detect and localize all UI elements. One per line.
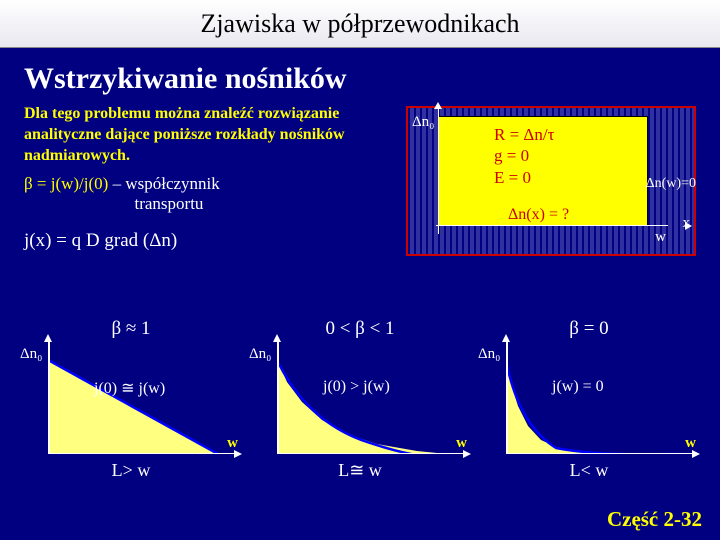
chart-1-arrow-up-icon [44,334,52,342]
chart-2-svg [277,344,467,454]
chart-3-axis-y [506,338,508,454]
paragraph: Dla tego problemu można znaleźć rozwiąza… [24,104,354,166]
chart-3-dn0: Δn₀ [478,346,500,363]
box-dnq: Δn(x) = ? [508,206,569,224]
box-w: w [655,229,666,246]
box-axis-y [438,106,439,234]
chart-3-header: β = 0 [482,318,696,342]
chart-3-w: w [685,435,696,452]
chart-1-svg [48,344,238,454]
chart-3-jtext: j(w) = 0 [552,378,604,396]
chart-1-caption: L> w [24,460,238,481]
conditions-box: Δn₀ R = Δn/τ g = 0 E = 0 Δn(x) = ? Δn(w)… [406,106,696,256]
chart-2-dn0: Δn₀ [249,346,271,363]
chart-1: β ≈ 1 Δn₀ j(0) ≅ j(w) w L> w [24,318,238,498]
content: Dla tego problemu można znaleźć rozwiąza… [0,104,720,252]
chart-2-axis-x [277,453,467,455]
chart-2-jtext: j(0) > j(w) [323,378,390,396]
chart-2: 0 < β < 1 Δn₀ j(0) > j(w) w L≅ w [253,318,467,498]
subtitle: Wstrzykiwanie nośników [0,48,720,104]
chart-1-w: w [227,435,238,452]
chart-1-plot: j(0) ≅ j(w) w [48,344,238,454]
chart-1-axis-x [48,453,238,455]
cond-g: g = 0 [494,145,554,166]
chart-3-axis-x [506,453,696,455]
box-conditions: R = Δn/τ g = 0 E = 0 [494,124,554,188]
chart-1-axis-y [48,338,50,454]
chart-2-arrow-up-icon [273,334,281,342]
chart-2-axis-y [277,338,279,454]
chart-1-jtext: j(0) ≅ j(w) [94,378,165,398]
arrow-up-icon [434,102,442,109]
charts-row: β ≈ 1 Δn₀ j(0) ≅ j(w) w L> w 0 < β < 1 Δ… [24,318,696,498]
box-dn0: Δn₀ [412,114,434,131]
chart-3-fill [506,360,676,454]
chart-3: β = 0 Δn₀ j(w) = 0 w L< w [482,318,696,498]
page-title: Zjawiska w półprzewodnikach [200,9,519,39]
beta-formula: β = j(w)/j(0) [24,174,108,193]
footer: Część 2-32 [607,507,702,532]
chart-3-arrow-up-icon [502,334,510,342]
box-axis-x [436,225,668,226]
box-x: x [683,215,691,232]
chart-1-header: β ≈ 1 [24,318,238,342]
title-bar: Zjawiska w półprzewodnikach [0,0,720,48]
cond-r: R = Δn/τ [494,124,554,145]
chart-1-dn0: Δn₀ [20,346,42,363]
chart-2-w: w [456,435,467,452]
chart-2-caption: L≅ w [253,460,467,481]
box-dnw0: Δn(w)=0 [646,176,696,192]
chart-3-plot: j(w) = 0 w [506,344,696,454]
chart-3-caption: L< w [482,460,696,481]
chart-3-svg [506,344,696,454]
cond-e: E = 0 [494,167,554,188]
chart-2-plot: j(0) > j(w) w [277,344,467,454]
chart-2-header: 0 < β < 1 [253,318,467,342]
